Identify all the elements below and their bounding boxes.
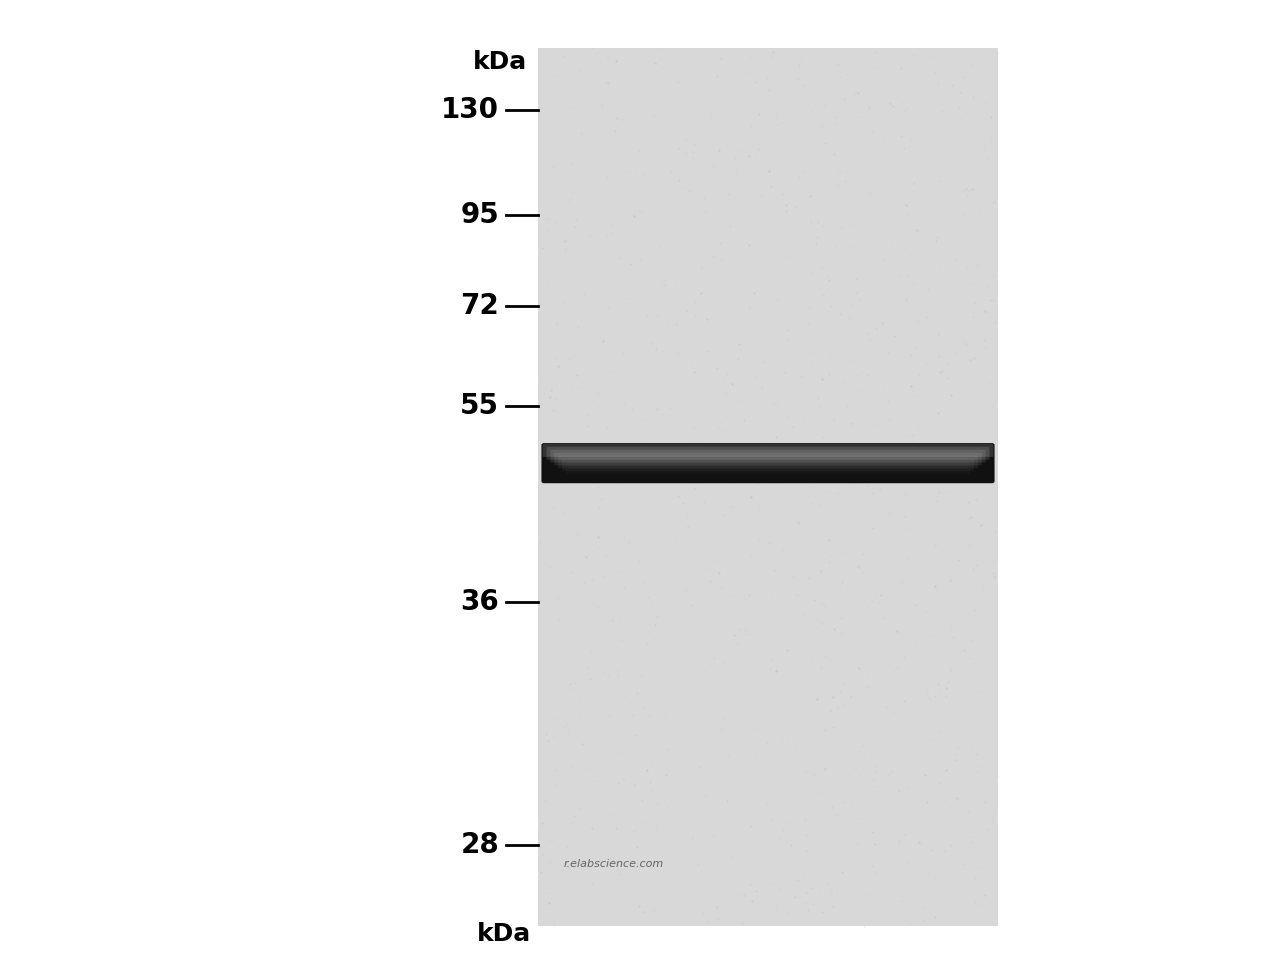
Bar <box>538 48 998 926</box>
Text: 130: 130 <box>442 96 499 124</box>
FancyBboxPatch shape <box>554 453 982 465</box>
Text: kDa: kDa <box>474 50 527 74</box>
Text: kDa: kDa <box>477 922 531 945</box>
FancyBboxPatch shape <box>550 450 986 462</box>
Text: r.elabscience.com: r.elabscience.com <box>563 860 663 869</box>
Text: 72: 72 <box>461 291 499 320</box>
Text: 36: 36 <box>461 587 499 616</box>
FancyBboxPatch shape <box>541 443 995 483</box>
FancyBboxPatch shape <box>547 447 989 459</box>
Text: 55: 55 <box>461 392 499 420</box>
Text: 95: 95 <box>461 201 499 229</box>
Text: 28: 28 <box>461 831 499 860</box>
FancyBboxPatch shape <box>558 456 978 468</box>
FancyBboxPatch shape <box>543 444 993 456</box>
